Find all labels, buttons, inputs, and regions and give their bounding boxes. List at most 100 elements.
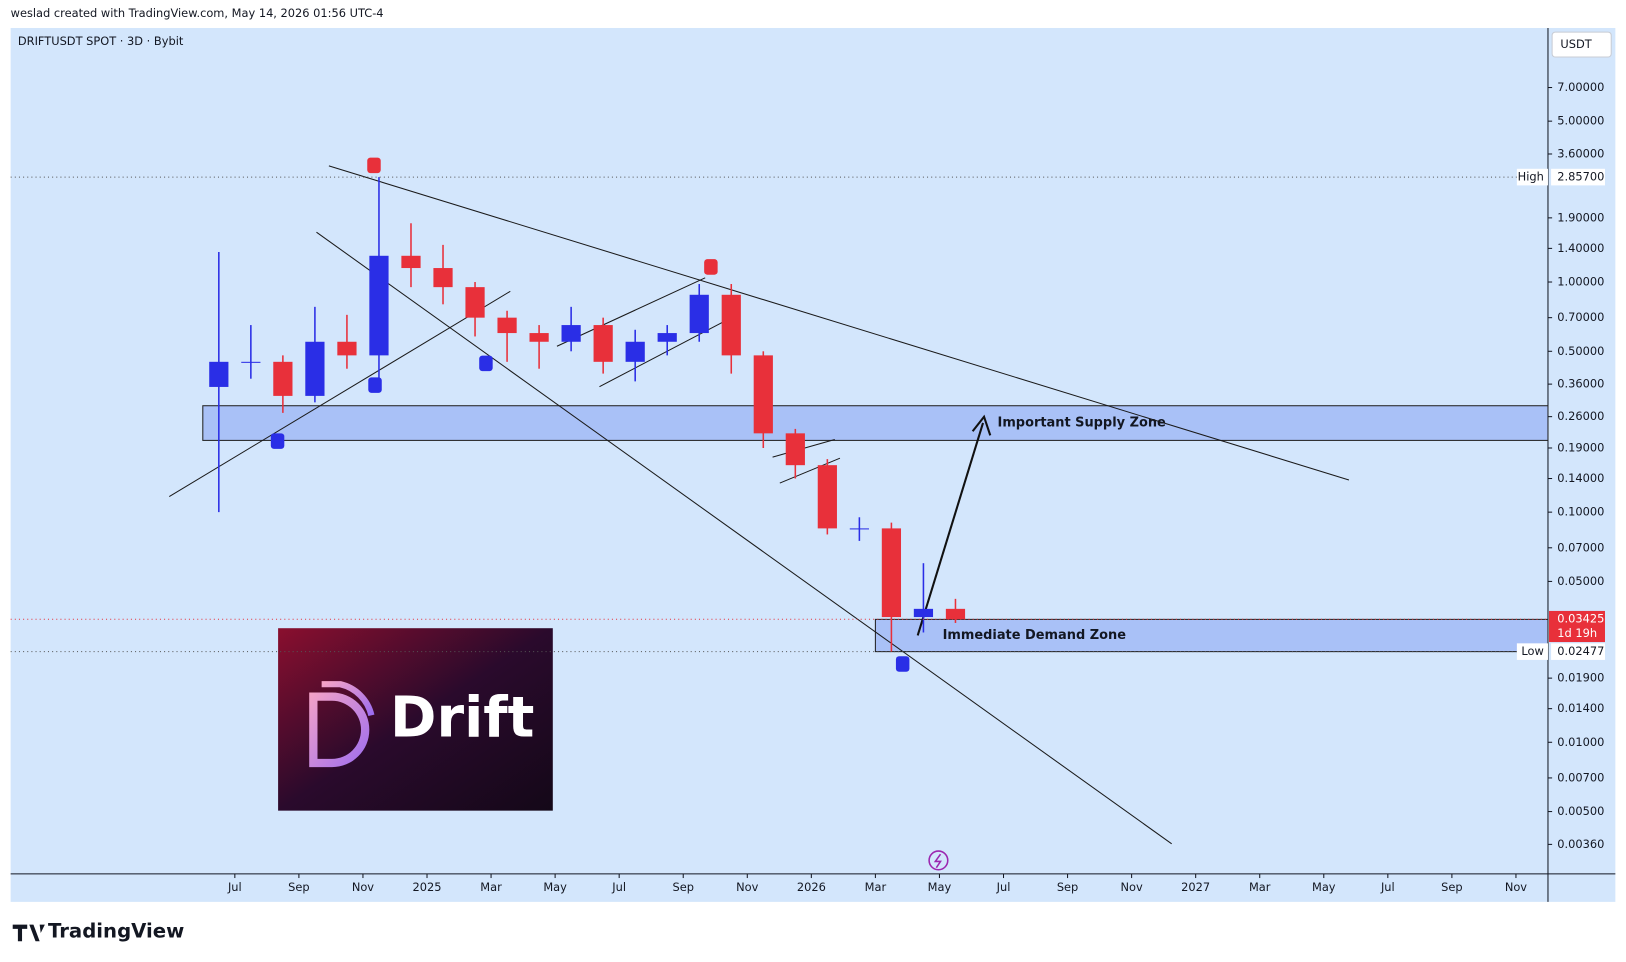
candle-body	[209, 361, 229, 387]
candle-body	[401, 255, 421, 269]
y-tick-label: 1.40000	[1557, 241, 1604, 255]
last-price-label: 0.03425	[1557, 612, 1604, 626]
y-tick-label: 0.01900	[1557, 671, 1604, 685]
x-tick-label: Sep	[1441, 880, 1462, 894]
x-tick-label: Mar	[480, 880, 502, 894]
candle-body	[945, 608, 966, 620]
footer-logo	[12, 924, 45, 942]
trendline	[779, 457, 841, 484]
y-tick-label: 1.90000	[1557, 210, 1604, 224]
y-tick-label: 0.01400	[1557, 701, 1604, 715]
y-tick-label: 0.07000	[1557, 540, 1604, 554]
x-tick-label: 2026	[797, 880, 826, 894]
price-line-label: 0.02477	[1557, 644, 1604, 658]
x-tick-label: Mar	[865, 880, 887, 894]
trendline	[328, 165, 1350, 481]
x-tick-label: 2025	[413, 880, 442, 894]
x-tick-label: Jul	[996, 880, 1011, 894]
trendline	[316, 231, 1172, 845]
price-line-name: High	[1518, 170, 1544, 184]
trendline	[556, 277, 706, 347]
candle-body	[241, 361, 261, 363]
y-tick-label: 0.00360	[1557, 837, 1604, 851]
zone-label: Immediate Demand Zone	[943, 628, 1127, 643]
symbol-title: DRIFTUSDT SPOT · 3D · Bybit	[18, 34, 184, 48]
last-price-tag	[1549, 610, 1605, 643]
hand-markers-red	[367, 157, 718, 275]
y-tick-label: 0.05000	[1557, 574, 1604, 588]
y-tick-label: 0.14000	[1557, 471, 1604, 485]
candle-body	[849, 528, 869, 530]
logo-text: Drift	[390, 686, 534, 751]
y-tick-label: 7.00000	[1557, 80, 1604, 94]
candle-body	[881, 528, 902, 618]
y-tick-label: 0.00700	[1557, 770, 1604, 784]
price-tag	[1516, 168, 1548, 186]
logo-mark	[309, 692, 370, 768]
y-tick-label: 0.00500	[1557, 804, 1604, 818]
zone-label: Important Supply Zone	[998, 416, 1167, 431]
trendline	[168, 290, 511, 497]
candle-body	[369, 255, 389, 356]
candle-body	[561, 325, 581, 342]
x-tick-label: Jul	[1380, 880, 1395, 894]
x-tick-label: Sep	[288, 880, 309, 894]
x-tick-label: May	[928, 880, 952, 894]
price-line-label: 2.85700	[1557, 170, 1604, 184]
price-line-name: Low	[1521, 644, 1543, 658]
y-tick-label: 0.36000	[1557, 377, 1604, 391]
price-tag	[1516, 643, 1548, 660]
candle-body	[529, 333, 549, 342]
x-tick-label: Nov	[352, 880, 374, 894]
y-tick-label: 0.26000	[1557, 409, 1604, 423]
price-tag	[1551, 643, 1605, 660]
x-tick-label: Jul	[227, 880, 242, 894]
chart-background	[10, 27, 1616, 902]
x-tick-label: Mar	[1249, 880, 1271, 894]
x-tick-label: May	[1312, 880, 1336, 894]
y-tick-label: 0.70000	[1557, 310, 1604, 324]
y-tick-label: 1.00000	[1557, 275, 1604, 289]
logo-background	[278, 628, 553, 811]
candle-body	[721, 294, 741, 356]
x-tick-label: Sep	[672, 880, 693, 894]
candle-body	[337, 341, 357, 356]
zone	[874, 618, 1549, 653]
candle-body	[913, 608, 934, 618]
y-tick-label: 3.60000	[1557, 146, 1604, 160]
candle-body	[273, 361, 293, 396]
x-tick-label: Nov	[1120, 880, 1142, 894]
y-tick-label: 0.50000	[1557, 344, 1604, 358]
candle-body	[817, 465, 837, 529]
header: weslad created with TradingView.com, May…	[11, 6, 384, 20]
countdown: 1d 19h	[1557, 626, 1597, 640]
zone	[202, 405, 1549, 441]
x-tick-label: Jul	[611, 880, 626, 894]
x-tick-label: Sep	[1057, 880, 1078, 894]
y-tick-label: 0.10000	[1557, 505, 1604, 519]
y-tick-label: 0.19000	[1557, 440, 1604, 454]
candle-body	[305, 341, 325, 396]
event-icon[interactable]	[928, 850, 949, 871]
candle-body	[625, 341, 645, 362]
currency: USDT	[1560, 37, 1591, 51]
candle-body	[433, 268, 453, 288]
x-tick-label: May	[543, 880, 567, 894]
hand-markers-blue	[270, 355, 910, 672]
candle-body	[657, 333, 677, 342]
currency-button[interactable]	[1551, 31, 1612, 58]
candle-body	[753, 355, 773, 434]
candle-body	[497, 317, 517, 334]
price-tag	[1551, 168, 1605, 186]
candle-body	[465, 287, 485, 318]
x-tick-label: Nov	[1505, 880, 1527, 894]
logo-mark	[321, 681, 375, 717]
candle-body	[593, 325, 613, 362]
logo-image: Drift	[278, 628, 553, 811]
footer-brand: TradingView	[48, 919, 184, 942]
y-tick-label: 5.00000	[1557, 114, 1604, 128]
x-tick-label: Nov	[736, 880, 758, 894]
candle-body	[689, 294, 709, 334]
arrow-head	[971, 414, 992, 436]
